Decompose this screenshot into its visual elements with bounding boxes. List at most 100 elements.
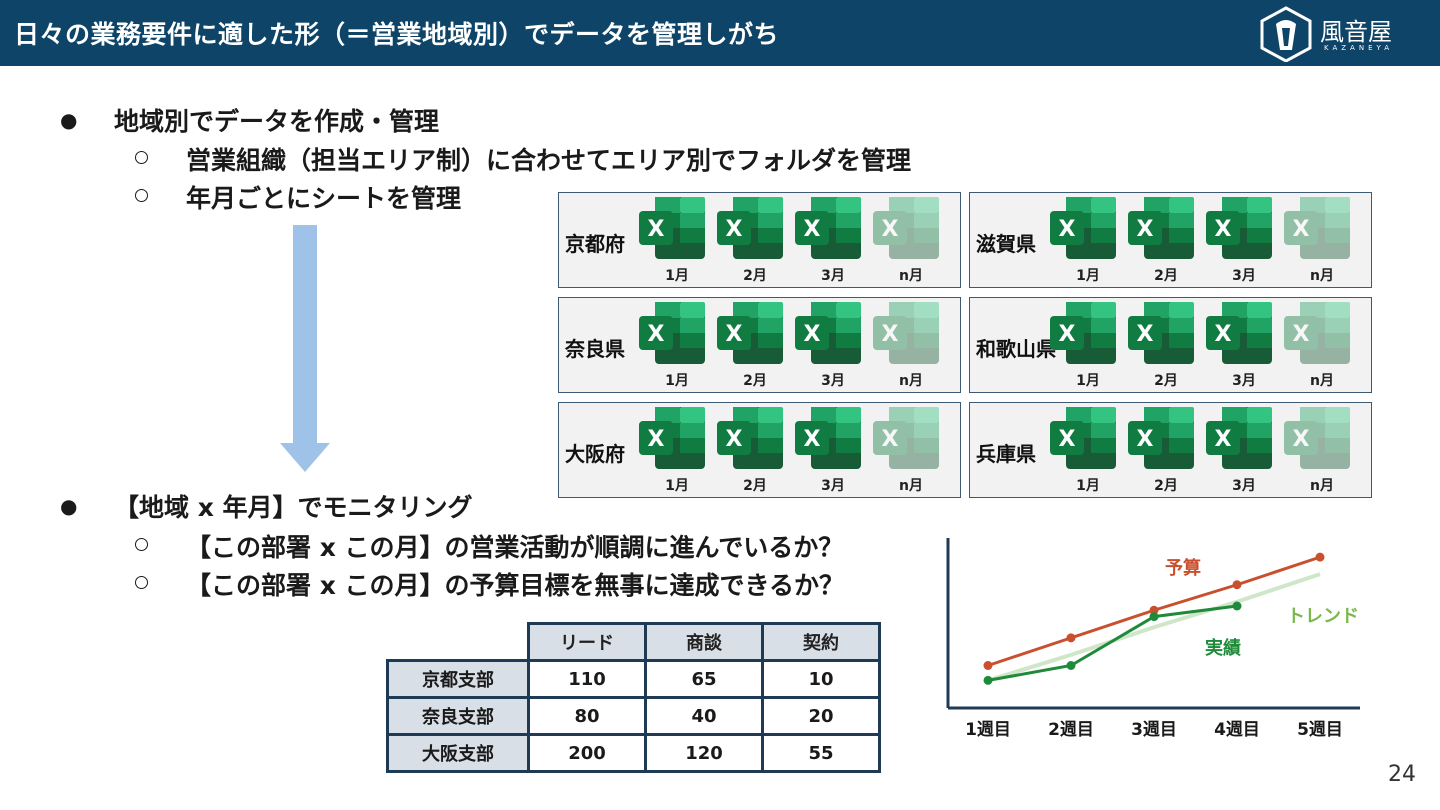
excel-file-icon[interactable]: X	[1128, 407, 1194, 469]
excel-file-icon[interactable]: X	[1050, 197, 1116, 259]
excel-file-icon[interactable]: X	[639, 407, 705, 469]
series-label: 実績	[1205, 637, 1241, 659]
month-label: n月	[899, 478, 923, 494]
bullet-dot: ●	[60, 494, 78, 518]
excel-letter: X	[804, 322, 821, 347]
excel-letter: X	[726, 427, 743, 452]
excel-file-icon[interactable]: X	[795, 407, 861, 469]
excel-letter: X	[648, 217, 665, 242]
excel-file-icon[interactable]: X	[1128, 302, 1194, 364]
excel-letter: X	[726, 322, 743, 347]
row-header: 奈良支部	[386, 696, 530, 736]
excel-file-icon[interactable]: X	[639, 197, 705, 259]
excel-letter: X	[648, 427, 665, 452]
month-label: 3月	[821, 373, 845, 389]
excel-file-icon[interactable]: X	[1050, 302, 1116, 364]
excel-file-icon[interactable]: X	[1128, 197, 1194, 259]
sub-bullet-circle	[135, 576, 148, 589]
excel-file-icon-faded[interactable]: X	[873, 407, 939, 469]
excel-file-icon-faded[interactable]: X	[1284, 407, 1350, 469]
excel-file-icon[interactable]: X	[1206, 302, 1272, 364]
region-name: 大阪府	[565, 442, 625, 466]
month-label: 1月	[665, 268, 689, 284]
x-tick-label: 2週目	[1048, 720, 1094, 740]
excel-file-icon-faded[interactable]: X	[873, 302, 939, 364]
month-label: 2月	[1154, 478, 1178, 494]
excel-file-icon[interactable]: X	[1206, 407, 1272, 469]
excel-file-icon-faded[interactable]: X	[873, 197, 939, 259]
excel-letter: X	[1137, 322, 1154, 347]
sub-bullet-circle	[135, 151, 148, 164]
data-point	[1149, 612, 1159, 622]
table-header-row: リード 商談 契約	[388, 622, 881, 662]
table-row: 奈良支部 80 40 20	[386, 696, 881, 736]
excel-file-icon[interactable]: X	[1050, 407, 1116, 469]
month-label: 1月	[1076, 478, 1100, 494]
excel-file-icon[interactable]: X	[717, 407, 783, 469]
month-label: 2月	[1154, 373, 1178, 389]
sales-funnel-table: リード 商談 契約 京都支部 110 65 10 奈良支部 80 40 20 大…	[386, 622, 881, 773]
series-line-1	[987, 604, 1238, 682]
data-point	[1066, 661, 1076, 670]
series-label: トレンド	[1287, 606, 1359, 627]
table-cell: 80	[527, 696, 647, 736]
month-label: 1月	[1076, 268, 1100, 284]
data-point	[983, 675, 993, 685]
data-point	[983, 661, 993, 670]
page-title: 日々の業務要件に適した形（＝営業地域別）でデータを管理しがち	[14, 20, 780, 49]
month-label: 1月	[665, 478, 689, 494]
data-point	[1315, 552, 1325, 562]
page-number: 24	[1388, 762, 1416, 787]
excel-file-icon[interactable]: X	[795, 197, 861, 259]
excel-letter: X	[1059, 427, 1076, 452]
month-label: 3月	[1232, 268, 1256, 284]
table-cell: 55	[761, 733, 881, 773]
table-row: 京都支部 110 65 10	[386, 659, 881, 699]
month-label: n月	[1310, 268, 1334, 284]
data-point	[1232, 580, 1242, 590]
bullet-regional-data: 地域別でデータを作成・管理	[114, 107, 440, 136]
logo-text: 風音屋	[1320, 18, 1392, 46]
table-cell: 20	[761, 696, 881, 736]
bullet-dot: ●	[60, 108, 78, 132]
excel-letter: X	[1293, 427, 1310, 452]
x-tick-label: 1週目	[965, 720, 1011, 740]
region-name: 京都府	[565, 232, 625, 256]
region-name: 滋賀県	[976, 232, 1036, 256]
sub-bullet-sales-progress: 【この部署 x この月】の営業活動が順調に進んでいるか？	[186, 533, 844, 562]
header-bar: 日々の業務要件に適した形（＝営業地域別）でデータを管理しがち 風音屋 KAZAN…	[0, 0, 1440, 66]
month-label: 2月	[743, 373, 767, 389]
month-label: n月	[1310, 373, 1334, 389]
excel-letter: X	[882, 427, 899, 452]
month-label: 2月	[743, 478, 767, 494]
excel-file-icon-faded[interactable]: X	[1284, 302, 1350, 364]
excel-letter: X	[648, 322, 665, 347]
excel-file-icon[interactable]: X	[795, 302, 861, 364]
excel-letter: X	[1059, 322, 1076, 347]
month-label: 2月	[1154, 268, 1178, 284]
kazaneya-logo: 風音屋 KAZANEYA	[1258, 6, 1418, 63]
excel-file-icon-faded[interactable]: X	[1284, 197, 1350, 259]
excel-letter: X	[804, 427, 821, 452]
excel-letter: X	[1215, 217, 1232, 242]
column-header-lead: リード	[527, 622, 647, 662]
row-header: 京都支部	[386, 659, 530, 699]
excel-file-icon[interactable]: X	[1206, 197, 1272, 259]
excel-file-icon[interactable]: X	[639, 302, 705, 364]
kazaneya-logo-icon	[1260, 6, 1312, 63]
table-corner	[388, 624, 529, 661]
x-tick-label: 4週目	[1214, 720, 1260, 740]
excel-letter: X	[882, 322, 899, 347]
table-row: 大阪支部 200 120 55	[386, 733, 881, 773]
table-cell: 110	[527, 659, 647, 699]
excel-file-icon[interactable]: X	[717, 302, 783, 364]
month-label: n月	[899, 268, 923, 284]
column-header-contract: 契約	[761, 622, 881, 662]
sub-bullet-budget-target: 【この部署 x この月】の予算目標を無事に達成できるか？	[186, 571, 845, 600]
region-name: 兵庫県	[976, 442, 1036, 466]
excel-file-icon[interactable]: X	[717, 197, 783, 259]
